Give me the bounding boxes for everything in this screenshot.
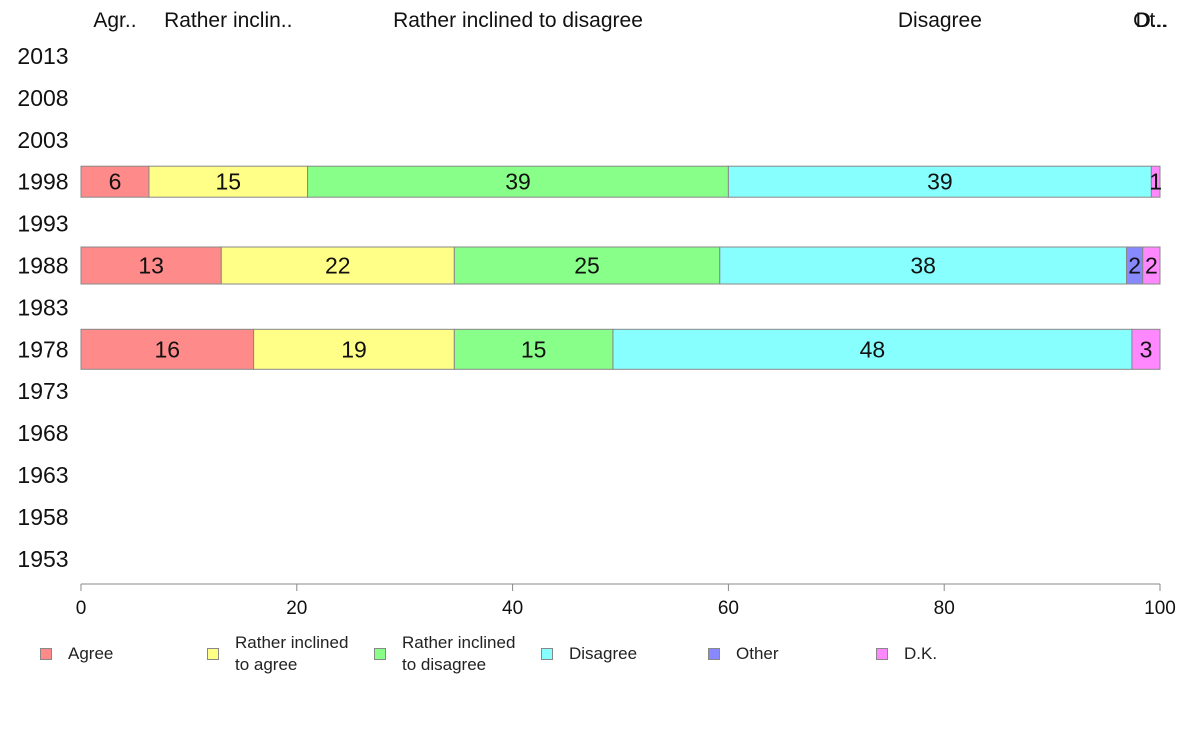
chart-legend: Agree Rather inclined to agree Rather incl… <box>0 632 1188 682</box>
legend-item: D.K. <box>876 632 937 676</box>
bar-segment <box>453 246 721 285</box>
legend-item: Rather inclined to agree <box>207 632 348 676</box>
top-category-label: Disagree <box>898 9 982 32</box>
bar-value-label: 3 <box>1140 336 1153 362</box>
year-label: 1988 <box>17 253 68 279</box>
bar-segment <box>80 246 222 285</box>
year-label: 1958 <box>17 504 68 530</box>
bar-value-label: 6 <box>109 169 122 195</box>
bar-value-label: 2 <box>1128 253 1141 279</box>
bar-value-label: 19 <box>341 336 367 362</box>
year-label: 1998 <box>17 169 68 195</box>
legend-item: Rather inclined to disagree <box>374 632 515 676</box>
legend-swatch <box>708 648 720 660</box>
legend-label: D.K. <box>904 644 938 663</box>
bar-value-label: 39 <box>927 169 953 195</box>
year-label: 1968 <box>17 420 68 446</box>
legend-swatch <box>374 648 386 660</box>
bar-segment <box>148 165 309 198</box>
legend-label: Disagree <box>569 644 638 663</box>
bar-value-label: 15 <box>215 169 241 195</box>
legend-item: Disagree <box>541 632 637 676</box>
legend-label: Rather inclined to disagree <box>402 633 516 674</box>
stacked-bar-chart: Agr.. Rather inclin.. Rather inclined to d… <box>17 9 1176 619</box>
year-label: 1978 <box>17 336 68 362</box>
bar-segment <box>1150 165 1161 198</box>
x-tick-label: 40 <box>502 598 523 619</box>
year-label: 1963 <box>17 462 68 488</box>
bar-value-label: 2 <box>1145 253 1158 279</box>
bar-segment <box>253 328 455 370</box>
top-category-label: Agr.. <box>93 9 136 32</box>
bar-segment <box>612 328 1133 370</box>
legend-label: Other <box>736 644 779 663</box>
bar-value-label: 15 <box>521 336 547 362</box>
bar-value-label: 22 <box>325 253 351 279</box>
legend-item: Other <box>708 632 779 676</box>
x-tick-label: 60 <box>718 598 739 619</box>
bar-value-label: 25 <box>574 253 600 279</box>
year-label: 2008 <box>17 85 68 111</box>
x-tick-label: 0 <box>76 598 87 619</box>
legend-swatch <box>207 648 219 660</box>
bar-value-label: 1 <box>1149 169 1162 195</box>
year-label: 1973 <box>17 378 68 404</box>
year-label: 1953 <box>17 546 68 572</box>
top-category-label: D... <box>1136 9 1169 32</box>
year-label: 1983 <box>17 294 68 320</box>
x-tick-label: 80 <box>934 598 955 619</box>
legend-label: Rather inclined to agree <box>235 633 349 674</box>
x-tick-label: 20 <box>286 598 307 619</box>
bar-value-label: 39 <box>505 169 531 195</box>
year-label: 2013 <box>17 43 68 69</box>
bar-value-label: 48 <box>860 336 886 362</box>
top-category-label: Rather inclined to disagree <box>393 9 643 32</box>
legend-swatch <box>876 648 888 660</box>
x-tick-label: 100 <box>1144 598 1176 619</box>
legend-swatch <box>541 648 553 660</box>
bar-value-label: 16 <box>155 336 181 362</box>
bar-segment <box>1142 246 1161 285</box>
bar-segment <box>1131 328 1161 370</box>
top-category-label: Ot.. <box>1133 9 1167 32</box>
legend-item: Agree <box>40 632 113 676</box>
bar-segment <box>719 246 1128 285</box>
legend-label: Agree <box>68 644 114 663</box>
top-category-label: Rather inclin.. <box>164 9 292 32</box>
bar-value-label: 38 <box>910 253 936 279</box>
bar-segment <box>220 246 455 285</box>
legend-swatch <box>40 648 52 660</box>
bar-value-label: 13 <box>138 253 164 279</box>
year-label: 1993 <box>17 211 68 237</box>
year-label: 2003 <box>17 127 68 153</box>
